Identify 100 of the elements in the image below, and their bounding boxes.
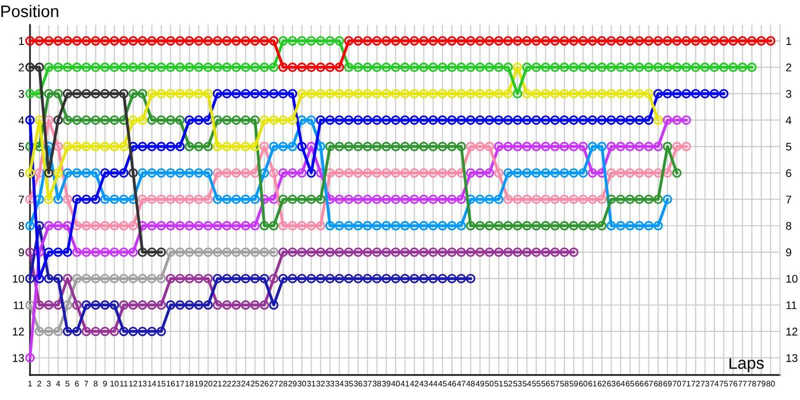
y2-tick-label: 6 <box>786 169 792 178</box>
point <box>297 247 307 257</box>
point <box>194 247 204 257</box>
y-tick-label: 9 <box>18 248 24 256</box>
x-tick-label: 19 <box>194 380 203 386</box>
point <box>156 274 166 284</box>
y-tick-label: 12 <box>12 328 24 336</box>
point <box>569 247 578 257</box>
point <box>456 247 466 257</box>
point <box>419 247 428 257</box>
x-tick-label: 32 <box>316 380 325 386</box>
point <box>334 274 344 284</box>
x-tick-label: 62 <box>598 380 606 386</box>
point <box>540 247 550 257</box>
point <box>147 300 157 310</box>
y2-tick-label: 3 <box>786 90 792 98</box>
point <box>203 300 213 310</box>
point <box>53 274 63 284</box>
x-tick-label: 1 <box>28 380 32 386</box>
x-tick-label: 37 <box>363 380 372 386</box>
y-tick-label: 8 <box>18 222 24 230</box>
y-tick-label: 4 <box>18 116 24 124</box>
point <box>240 247 250 257</box>
x-tick-label: 20 <box>204 380 212 386</box>
point <box>90 326 100 336</box>
point <box>325 247 335 257</box>
point <box>166 300 176 310</box>
point <box>212 300 222 310</box>
x-tick-label: 57 <box>550 380 560 386</box>
point <box>222 300 232 310</box>
point <box>419 274 428 284</box>
x-tick-label: 39 <box>382 380 390 386</box>
x-tick-label: 46 <box>448 380 456 386</box>
point <box>25 62 35 72</box>
point <box>100 326 110 336</box>
x-tick-label: 63 <box>607 380 616 386</box>
point <box>362 274 372 284</box>
point <box>72 88 82 98</box>
point <box>447 247 457 257</box>
y-tick-label: 6 <box>18 169 24 178</box>
point <box>362 247 372 257</box>
point <box>100 274 110 284</box>
point <box>522 247 532 257</box>
x-tick-label: 58 <box>560 380 569 386</box>
point <box>128 300 138 310</box>
point <box>62 274 72 284</box>
x-tick-label: 67 <box>644 380 653 386</box>
point <box>382 247 391 257</box>
x-tick-label: 60 <box>579 380 588 386</box>
x-tick-label: 73 <box>700 380 710 386</box>
point <box>278 274 288 284</box>
y2-tick-label: 11 <box>786 301 797 310</box>
point <box>438 247 448 257</box>
point <box>147 274 157 284</box>
x-tick-label: 10 <box>110 380 119 386</box>
x-tick-label: 8 <box>94 380 98 386</box>
point <box>175 300 185 310</box>
point <box>44 326 54 336</box>
point <box>475 247 485 257</box>
x-tick-label: 49 <box>476 380 484 386</box>
point <box>203 274 213 284</box>
point <box>512 247 522 257</box>
x-tick-label: 31 <box>307 380 316 386</box>
x-tick-label: 23 <box>232 380 240 386</box>
point <box>44 274 54 284</box>
point <box>484 247 494 257</box>
x-tick-label: 24 <box>242 380 250 386</box>
point <box>53 300 63 310</box>
point <box>62 88 72 98</box>
point <box>34 221 44 230</box>
point <box>128 274 138 284</box>
x-axis-title: Laps <box>730 357 764 372</box>
x-tick-label: 48 <box>466 380 475 386</box>
x-tick-label: 74 <box>710 380 719 386</box>
x-tick-label: 5 <box>66 380 70 386</box>
x-tick-label: 54 <box>522 380 532 386</box>
point <box>400 274 410 284</box>
point <box>34 300 44 310</box>
point <box>297 274 307 284</box>
y2-tick-label: 9 <box>786 248 792 256</box>
point <box>550 247 560 257</box>
point <box>44 168 54 178</box>
point <box>53 115 63 125</box>
point <box>250 300 260 310</box>
point <box>138 274 148 284</box>
point <box>344 274 354 284</box>
x-tick-label: 55 <box>532 380 540 386</box>
point <box>428 274 438 284</box>
point <box>119 326 128 336</box>
x-tick-label: 33 <box>326 380 334 386</box>
point <box>466 247 476 257</box>
point <box>344 247 354 257</box>
point <box>119 88 128 98</box>
point <box>90 300 100 310</box>
point <box>222 274 232 284</box>
x-tick-label: 77 <box>738 380 747 386</box>
point <box>82 300 91 310</box>
point <box>100 300 110 310</box>
point <box>325 274 335 284</box>
y-tick-label: 1 <box>19 37 24 45</box>
